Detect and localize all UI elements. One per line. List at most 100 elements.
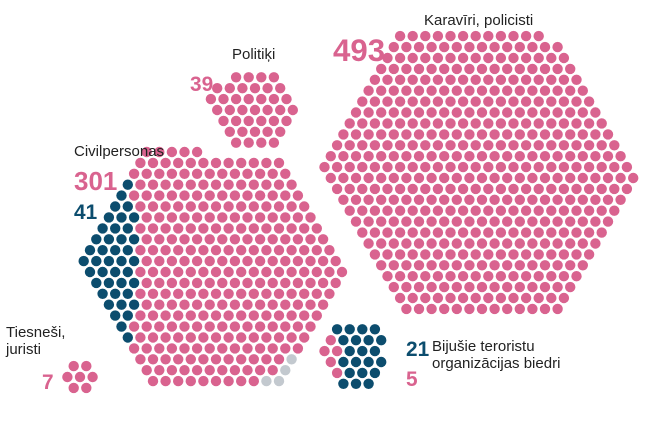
dot	[160, 310, 171, 321]
dot	[394, 249, 406, 260]
dot	[331, 345, 343, 357]
dot	[267, 212, 278, 223]
dot	[224, 126, 235, 137]
dot	[489, 172, 500, 184]
dot	[344, 324, 355, 335]
dot	[317, 255, 329, 267]
dot	[204, 321, 215, 332]
dot	[311, 288, 322, 299]
dot	[369, 367, 381, 379]
dot	[420, 205, 431, 216]
dot	[546, 183, 557, 195]
dot	[286, 223, 297, 234]
dot	[173, 266, 184, 278]
dot	[445, 271, 456, 282]
dot	[451, 260, 462, 271]
dot	[432, 227, 444, 238]
dot	[273, 157, 285, 169]
dot	[527, 281, 538, 293]
dot	[110, 288, 121, 299]
dot	[457, 292, 469, 304]
dot	[451, 151, 462, 162]
dot	[476, 41, 488, 53]
value-label: 7	[42, 371, 54, 394]
dot	[223, 310, 234, 321]
group-label: Bijušie teroristu organizācijas biedri	[432, 338, 561, 372]
dot	[565, 63, 576, 75]
dot	[495, 140, 507, 151]
dot	[407, 271, 418, 282]
dot	[502, 85, 513, 96]
dot	[141, 321, 152, 332]
dot	[135, 354, 146, 365]
dot	[242, 321, 253, 332]
dot	[218, 115, 229, 127]
dot	[173, 223, 184, 234]
dot	[376, 129, 387, 140]
dot	[147, 157, 159, 169]
dot	[185, 310, 196, 321]
dot	[179, 343, 190, 354]
dot	[439, 238, 450, 249]
dot	[628, 172, 639, 184]
dot	[577, 107, 588, 118]
dot	[615, 151, 626, 162]
dot	[520, 74, 532, 86]
dot	[261, 157, 272, 169]
dot	[439, 303, 450, 315]
dot	[558, 140, 570, 151]
dot	[407, 292, 418, 304]
dot	[363, 356, 374, 368]
dot	[324, 288, 335, 299]
dot	[489, 107, 500, 118]
dot	[261, 332, 272, 343]
dot	[122, 223, 133, 234]
dot	[292, 255, 304, 267]
dot	[508, 118, 519, 129]
dot	[558, 118, 570, 129]
dot	[508, 52, 519, 64]
dot	[565, 194, 576, 205]
dot	[539, 151, 551, 162]
dot	[191, 212, 203, 223]
dot	[103, 212, 115, 223]
dot	[602, 216, 614, 227]
dot	[533, 183, 544, 195]
dot	[154, 255, 165, 267]
dot	[248, 354, 259, 365]
dot	[128, 321, 140, 332]
dot	[204, 343, 215, 354]
dot	[539, 107, 551, 118]
dot	[558, 205, 570, 216]
dot	[268, 115, 280, 127]
dot	[590, 107, 601, 118]
dot	[533, 96, 544, 107]
dot	[205, 93, 217, 105]
dot	[420, 96, 431, 107]
dot	[558, 183, 570, 195]
dot	[476, 216, 488, 227]
dot	[223, 375, 234, 387]
dot	[204, 299, 215, 310]
dot	[141, 212, 152, 223]
dot	[382, 140, 393, 151]
dot	[590, 216, 601, 227]
dot	[236, 288, 247, 299]
dot	[248, 223, 259, 234]
dot	[84, 266, 96, 278]
dot	[495, 74, 507, 86]
dot	[135, 288, 146, 299]
dot	[261, 288, 272, 299]
dot	[476, 303, 488, 315]
dot	[382, 118, 393, 129]
dot	[426, 260, 437, 271]
dot	[596, 183, 607, 195]
dot	[173, 157, 184, 169]
dot	[236, 223, 247, 234]
dot	[552, 172, 563, 184]
dot	[154, 365, 165, 376]
dot	[520, 271, 532, 282]
dot	[401, 107, 412, 118]
dot	[445, 183, 456, 195]
dot	[552, 151, 563, 162]
